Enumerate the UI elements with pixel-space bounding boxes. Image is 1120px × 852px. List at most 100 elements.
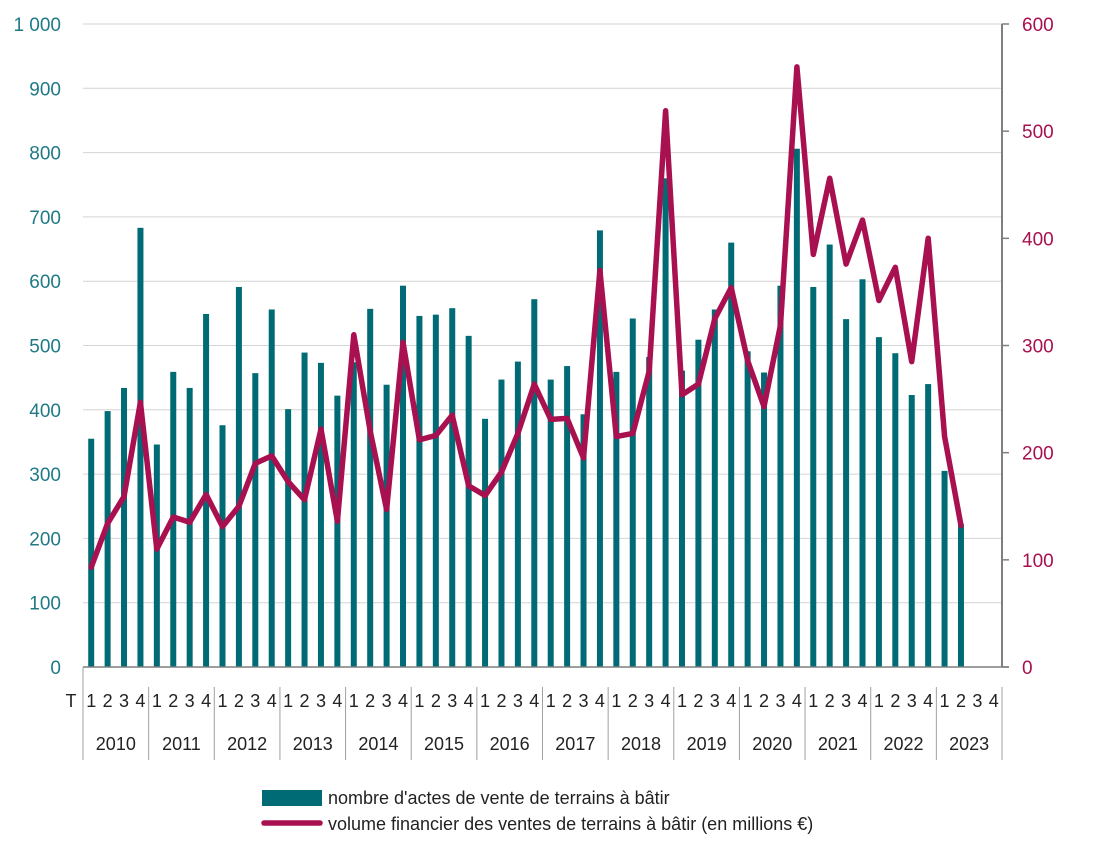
line-point [861,219,864,222]
quarter-label: 4 [464,691,474,711]
bar [482,418,489,667]
line-point [664,109,667,112]
bar [925,384,932,667]
year-label: 2012 [227,734,267,754]
quarter-label: 1 [283,691,293,711]
bar [367,308,374,667]
bar [596,230,603,667]
quarter-label: 2 [103,691,113,711]
line-point [516,432,519,435]
bar [810,286,817,667]
line-point [402,341,405,344]
quarter-label: 4 [398,691,408,711]
y-left-tick-label: 900 [29,79,61,100]
quarter-label: 2 [693,691,703,711]
line-point [352,333,355,336]
bar [793,148,800,667]
bar [957,524,964,667]
quarter-label: 4 [989,691,999,711]
y-left-tick-label: 700 [29,208,61,229]
bar [285,409,292,667]
quarter-label: 3 [579,691,589,711]
bar [908,395,915,667]
bar [416,315,423,667]
y-left-tick-label: 100 [29,594,61,615]
line-point [812,253,815,256]
quarter-label: 1 [808,691,818,711]
line-point [615,435,618,438]
bar [317,362,324,667]
bar [432,314,439,667]
line-point [319,428,322,431]
quarter-label: 3 [775,691,785,711]
quarter-label: 4 [135,691,145,711]
bar [695,339,702,667]
quarter-label: 4 [792,691,802,711]
quarter-label: 4 [529,691,539,711]
line-point [287,480,290,483]
bar [219,425,226,667]
legend-swatch-bars [262,790,322,806]
line-point [90,566,93,569]
bar [777,285,784,667]
line-point [648,370,651,373]
line-point [697,383,700,386]
line-point [795,65,798,68]
quarter-label: 1 [414,691,424,711]
line-point [237,505,240,508]
year-label: 2019 [687,734,727,754]
line-series [88,64,964,571]
bar [153,444,160,667]
line-point [336,520,339,523]
quarter-label: 2 [825,691,835,711]
quarter-label: 3 [250,691,260,711]
quarter-label: 1 [86,691,96,711]
line-point [894,266,897,269]
quarter-label: 1 [874,691,884,711]
bar [547,379,554,667]
quarter-label: 3 [316,691,326,711]
y-right-tick-label: 200 [1022,444,1054,465]
bar [334,395,341,667]
line-point [959,524,962,527]
quarter-label: 1 [611,691,621,711]
quarter-label: 2 [365,691,375,711]
line-point [385,508,388,511]
year-label: 2021 [818,734,858,754]
line-point [910,360,913,363]
line-point [205,493,208,496]
line-point [155,548,158,551]
quarter-label: 2 [890,691,900,711]
line-point [434,434,437,437]
bar [514,361,521,667]
quarter-label: 1 [480,691,490,711]
y-right-tick-label: 0 [1022,658,1033,679]
line-point [188,521,191,524]
quarter-label: 4 [661,691,671,711]
bar [235,286,242,667]
line-point [418,438,421,441]
line-point [467,484,470,487]
quarter-label: 3 [185,691,195,711]
quarter-label: 3 [644,691,654,711]
line-point [451,414,454,417]
line-point [139,401,142,404]
quarter-label: 3 [513,691,523,711]
quarter-label: 1 [940,691,950,711]
quarter-label: 4 [858,691,868,711]
bar [875,337,882,667]
year-label: 2023 [949,734,989,754]
line-point [303,498,306,501]
bar [941,470,948,667]
bar [662,178,669,667]
bar [104,411,111,667]
year-label: 2018 [621,734,661,754]
y-left-tick-label: 1 000 [13,15,61,36]
quarter-label: 3 [382,691,392,711]
bar [268,309,275,667]
quarter-label: 4 [201,691,211,711]
quarter-label: 4 [267,691,277,711]
bar [203,313,210,667]
quarter-label: 3 [841,691,851,711]
quarter-label: 2 [234,691,244,711]
